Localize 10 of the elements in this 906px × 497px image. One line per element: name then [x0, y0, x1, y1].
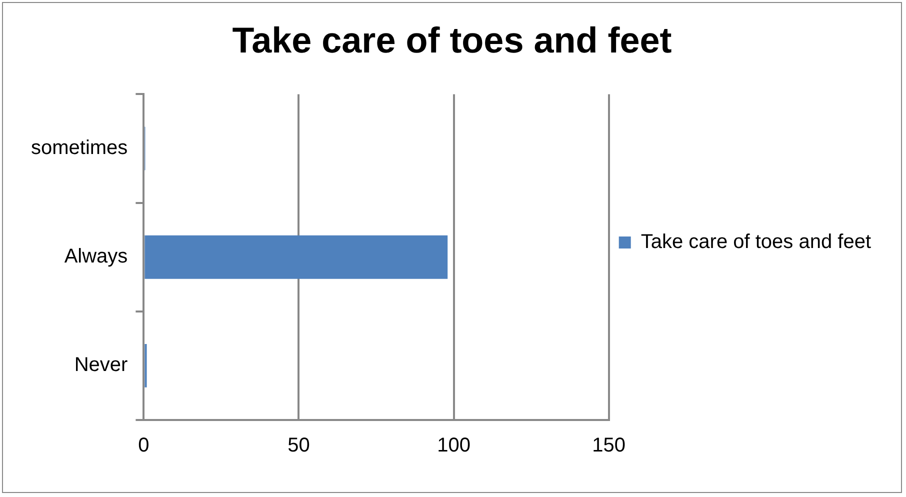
x-tick-label: 50 — [288, 434, 310, 457]
x-tick-label: 100 — [437, 434, 470, 457]
chart-title: Take care of toes and feet — [232, 20, 672, 61]
y-tick-label: sometimes — [30, 137, 128, 160]
y-tick-label: Always — [64, 246, 128, 268]
bar — [144, 235, 448, 279]
y-tick-label: Never — [74, 354, 128, 376]
legend-label: Take care of toes and feet — [640, 231, 872, 254]
x-tick-label: 0 — [138, 434, 150, 457]
x-tick-label: 150 — [592, 434, 626, 457]
